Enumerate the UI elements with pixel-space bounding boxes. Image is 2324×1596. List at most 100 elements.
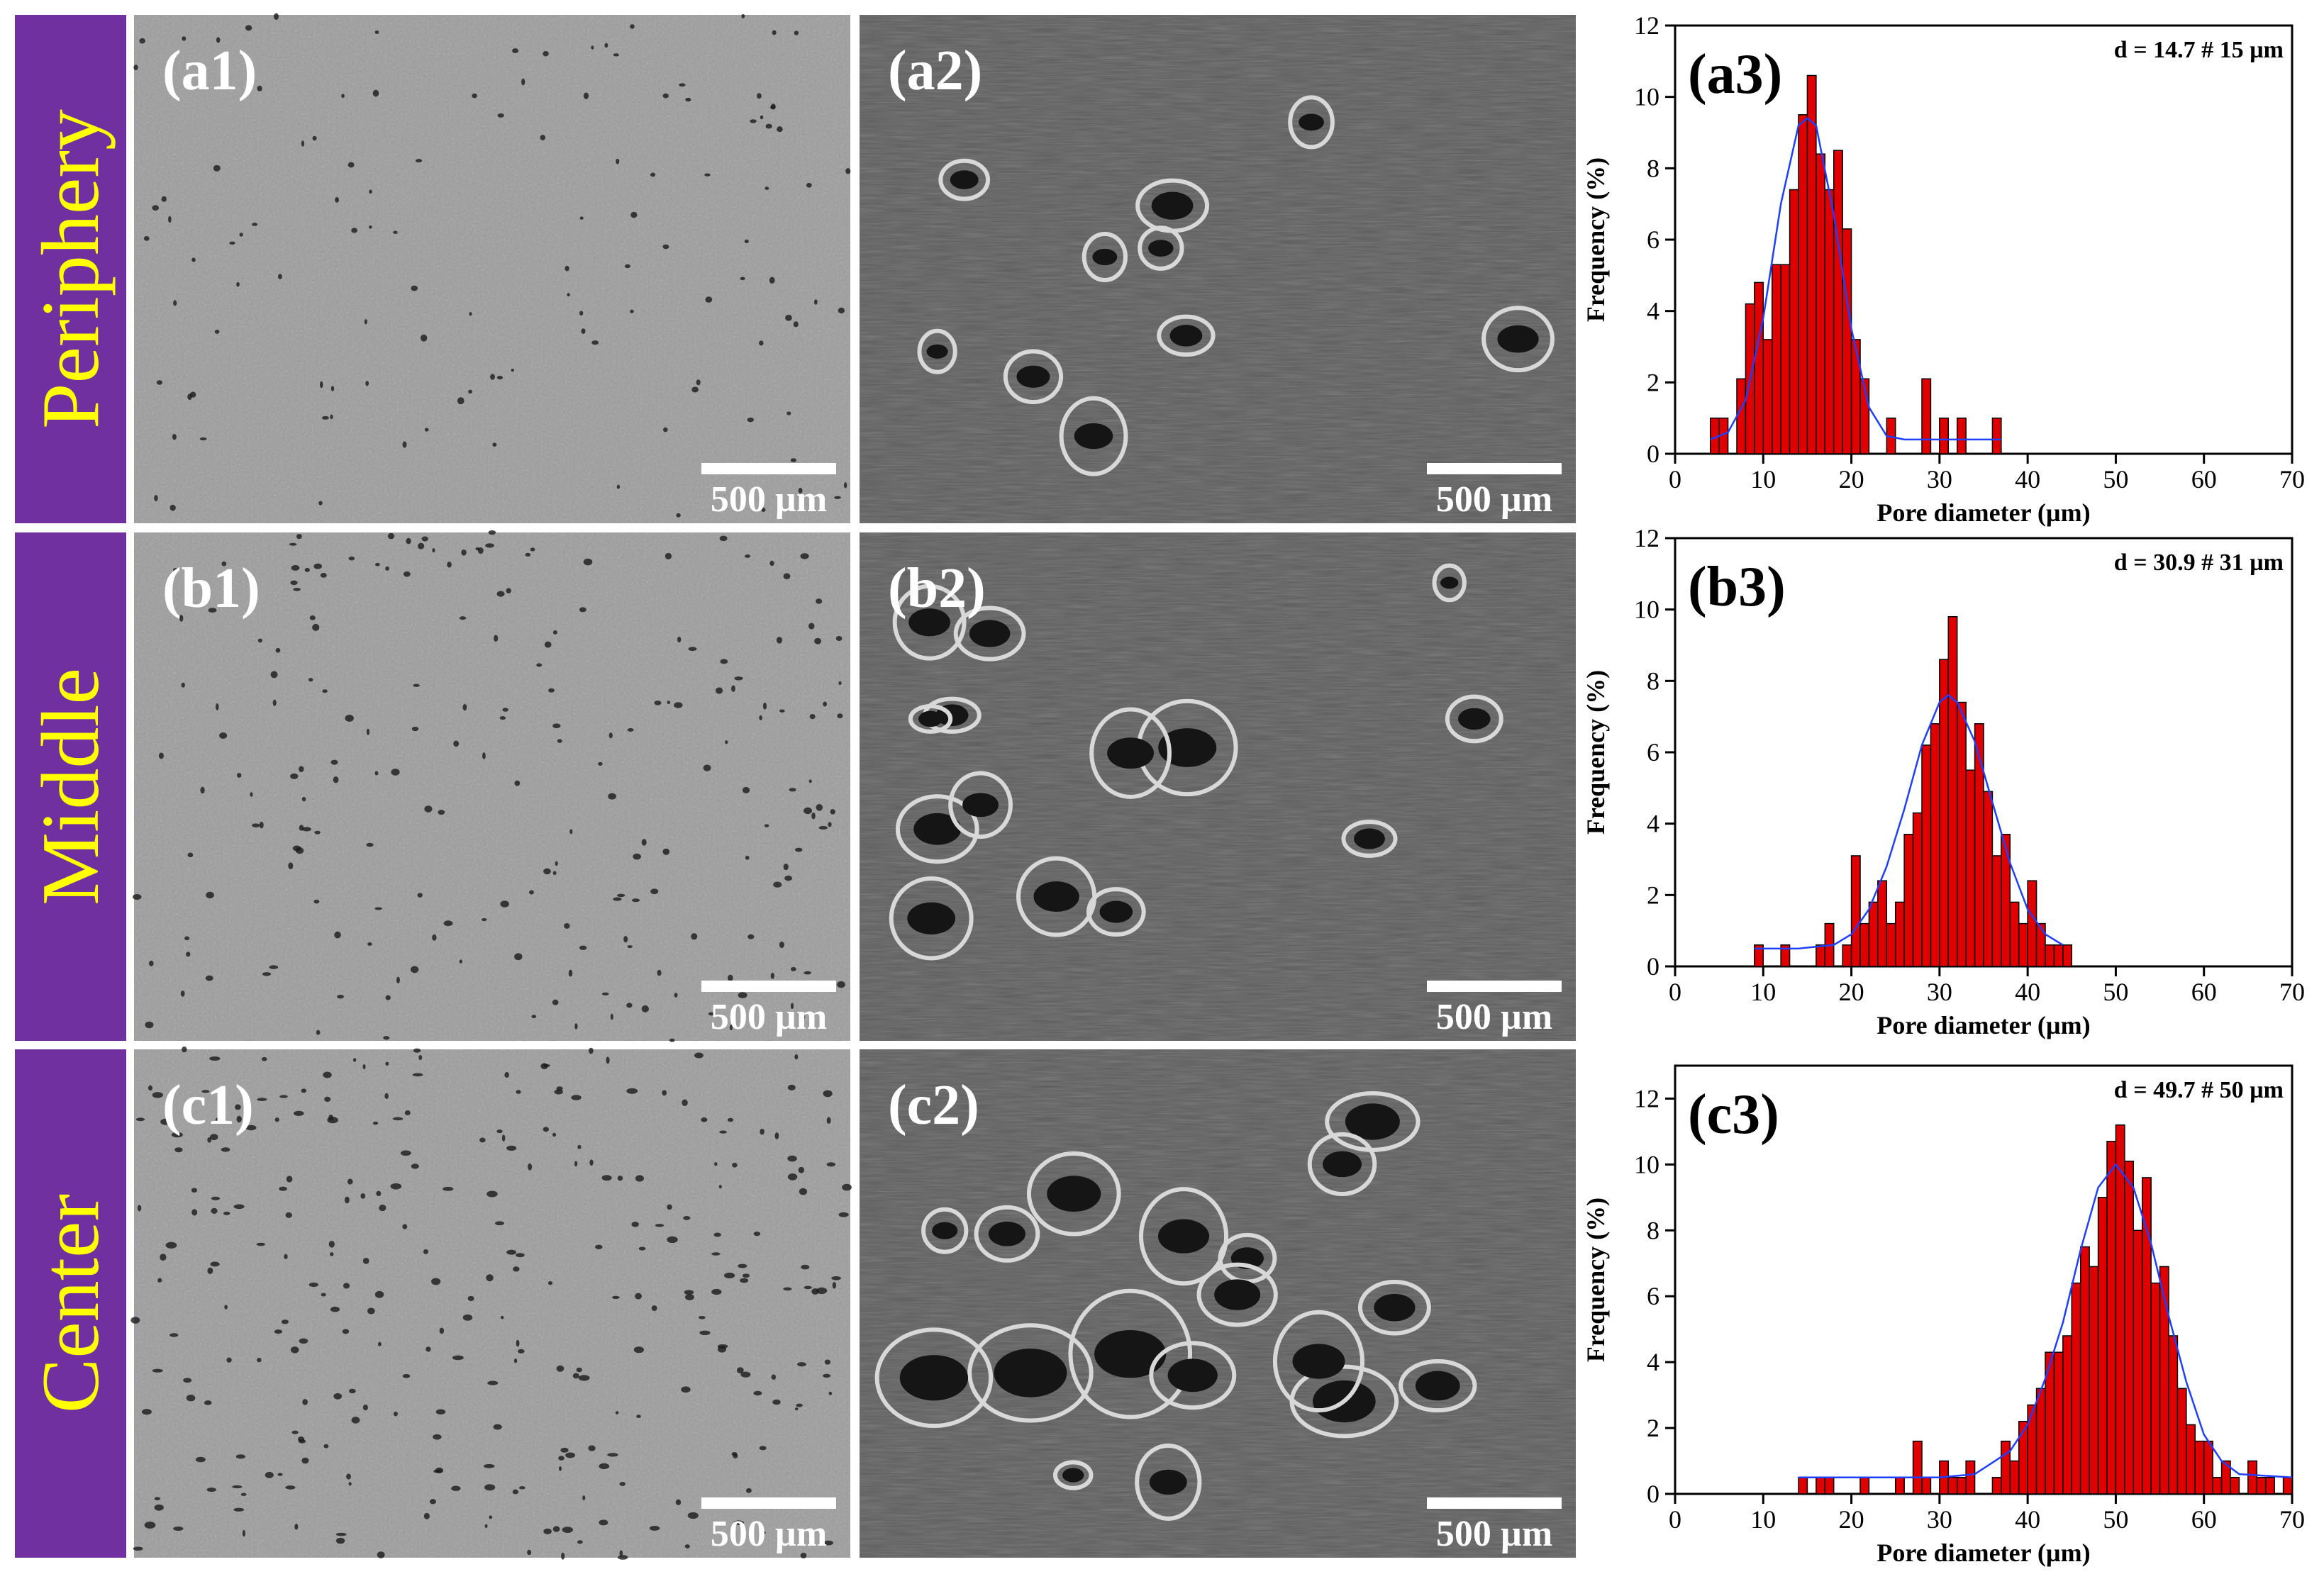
- pore: [308, 678, 313, 682]
- pore: [814, 637, 821, 644]
- pore: [274, 13, 279, 21]
- pore: [591, 45, 594, 50]
- pore: [330, 1252, 334, 1256]
- pore: [770, 972, 774, 979]
- pore: [662, 93, 669, 99]
- pore: [619, 1481, 626, 1486]
- pore: [514, 780, 521, 786]
- chart: 0 10 20 30 40 50 60 70 0 2 4 6 8 10 12 Pore diameter (µ…: [1581, 524, 2305, 1039]
- pore: [1099, 900, 1133, 923]
- pore: [232, 1485, 243, 1489]
- bar: [1894, 901, 1905, 967]
- pore-rim: [1432, 563, 1467, 603]
- pore: [482, 752, 486, 759]
- pore-rim: [1082, 231, 1128, 282]
- bar: [2018, 922, 2028, 967]
- plot-frame: [1674, 1064, 2294, 1495]
- pore: [413, 683, 420, 687]
- pore: [403, 571, 411, 577]
- bar: [2062, 944, 2073, 967]
- pore: [285, 1485, 296, 1490]
- pore: [608, 732, 613, 739]
- x-axis-label: Pore diameter (µm): [1877, 1539, 2090, 1567]
- pore: [589, 1159, 594, 1166]
- pore: [725, 740, 728, 744]
- bar: [2141, 1177, 2152, 1495]
- pore: [655, 1224, 665, 1227]
- pore: [133, 1546, 143, 1551]
- pore: [582, 1495, 586, 1501]
- x-axis-label: Pore diameter (µm): [1877, 1011, 2090, 1039]
- pore: [907, 902, 956, 934]
- pore: [771, 1374, 777, 1380]
- pore: [626, 1003, 633, 1008]
- pore: [251, 223, 258, 226]
- pore: [173, 568, 178, 572]
- pore: [348, 556, 355, 561]
- pore: [733, 1520, 745, 1525]
- pore: [191, 1188, 198, 1193]
- pore: [665, 552, 672, 559]
- pore: [205, 975, 213, 981]
- fit-curve: [1710, 117, 2001, 441]
- pore: [233, 1204, 245, 1210]
- pore: [627, 728, 634, 732]
- pore: [156, 380, 163, 385]
- bar: [1842, 228, 1852, 454]
- pore: [599, 1463, 610, 1470]
- pore: [236, 281, 240, 287]
- x-tick-label: 10: [1750, 465, 1776, 493]
- pore: [327, 1117, 338, 1124]
- bar: [1974, 722, 1984, 967]
- bar: [2247, 1460, 2258, 1495]
- bar: [2009, 901, 2020, 967]
- pore: [926, 344, 948, 359]
- pore: [377, 1341, 382, 1346]
- pore: [764, 824, 769, 827]
- pore: [631, 898, 640, 903]
- bar: [1877, 880, 1888, 967]
- pore: [774, 1132, 779, 1139]
- pore: [564, 923, 570, 929]
- pore: [210, 1261, 220, 1267]
- pore: [574, 1023, 578, 1029]
- pore: [627, 945, 633, 949]
- pore: [406, 537, 411, 545]
- row-label: Center: [26, 1194, 116, 1413]
- pore: [606, 1056, 610, 1064]
- pore: [1151, 191, 1194, 220]
- pore: [352, 1058, 357, 1062]
- bar: [1762, 339, 1773, 454]
- pore: [411, 285, 418, 291]
- pore-rim: [1307, 1132, 1377, 1197]
- pore: [565, 1452, 576, 1458]
- pore: [250, 792, 253, 797]
- x-tick-label: 40: [2015, 978, 2040, 1006]
- pore: [191, 1209, 198, 1216]
- pore: [835, 636, 843, 642]
- bar: [1780, 944, 1791, 967]
- y-tick-label: 0: [1647, 1480, 1659, 1508]
- pore: [1374, 1293, 1416, 1322]
- pore: [669, 1038, 675, 1042]
- pore: [745, 554, 751, 558]
- pore: [1345, 1103, 1400, 1140]
- x-tick-label: 70: [2279, 465, 2305, 493]
- fit-curve: [1798, 1163, 2293, 1479]
- pore: [684, 1290, 694, 1295]
- pore: [844, 482, 847, 489]
- pore: [483, 1463, 495, 1468]
- pore: [235, 1454, 245, 1459]
- x-tick-label: 30: [1927, 978, 1952, 1006]
- pore: [369, 189, 372, 194]
- pore: [577, 1540, 583, 1544]
- x-tick-label: 60: [2191, 1505, 2217, 1534]
- pore: [290, 580, 298, 586]
- bar: [1947, 615, 1958, 967]
- pore: [141, 1409, 152, 1415]
- pore: [753, 1390, 762, 1396]
- pore: [845, 168, 851, 174]
- pore: [324, 1096, 331, 1103]
- pore: [172, 434, 177, 440]
